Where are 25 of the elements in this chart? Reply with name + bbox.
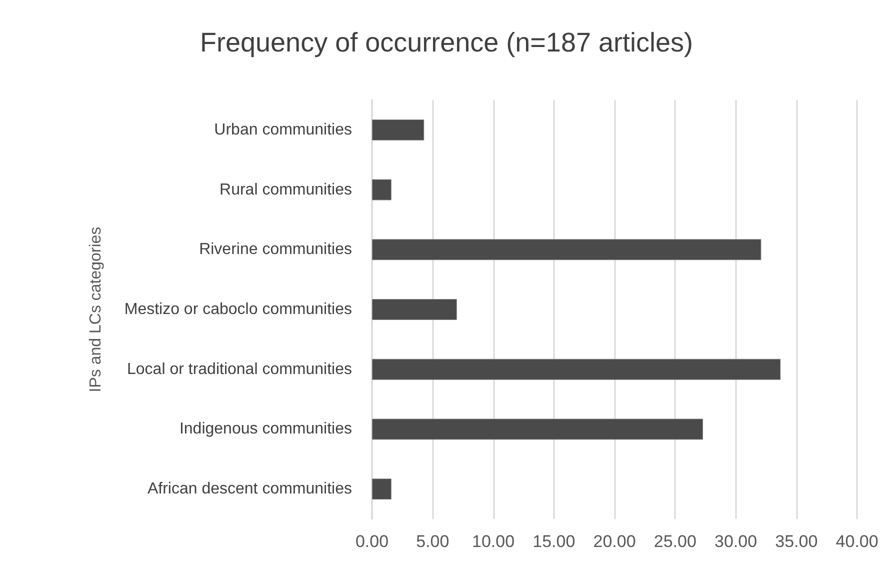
y-tick-label: Mestizo or caboclo communities (124, 301, 352, 318)
x-tick-label: 20.00 (593, 532, 636, 551)
x-tick-label: 0.00 (355, 532, 389, 551)
bar (372, 478, 392, 500)
y-tick-label: Indigenous communities (179, 420, 352, 438)
x-tick-label: 30.00 (714, 532, 758, 551)
bar (372, 179, 392, 200)
bar (372, 299, 457, 320)
bar (372, 418, 704, 440)
y-axis-title: IPs and LCs categories (88, 226, 104, 392)
y-tick-label: African descent communities (147, 480, 352, 498)
x-tick-label: 25.00 (654, 532, 696, 551)
y-tick-label: Urban communities (214, 121, 352, 138)
x-tick-label: 40.00 (836, 532, 878, 551)
bar (372, 239, 762, 260)
x-tick-label: 35.00 (775, 532, 818, 551)
y-tick-label: Rural communities (220, 181, 352, 198)
bar (372, 358, 781, 380)
x-tick-label: 10.00 (472, 532, 515, 551)
x-tick-label: 5.00 (416, 532, 450, 551)
chart-title: Frequency of occurrence (n=187 articles) (200, 28, 693, 58)
y-tick-label: Local or traditional communities (127, 360, 352, 378)
x-tick-label: 15.00 (532, 532, 576, 551)
bar (372, 119, 424, 140)
y-tick-label: Riverine communities (199, 241, 352, 258)
